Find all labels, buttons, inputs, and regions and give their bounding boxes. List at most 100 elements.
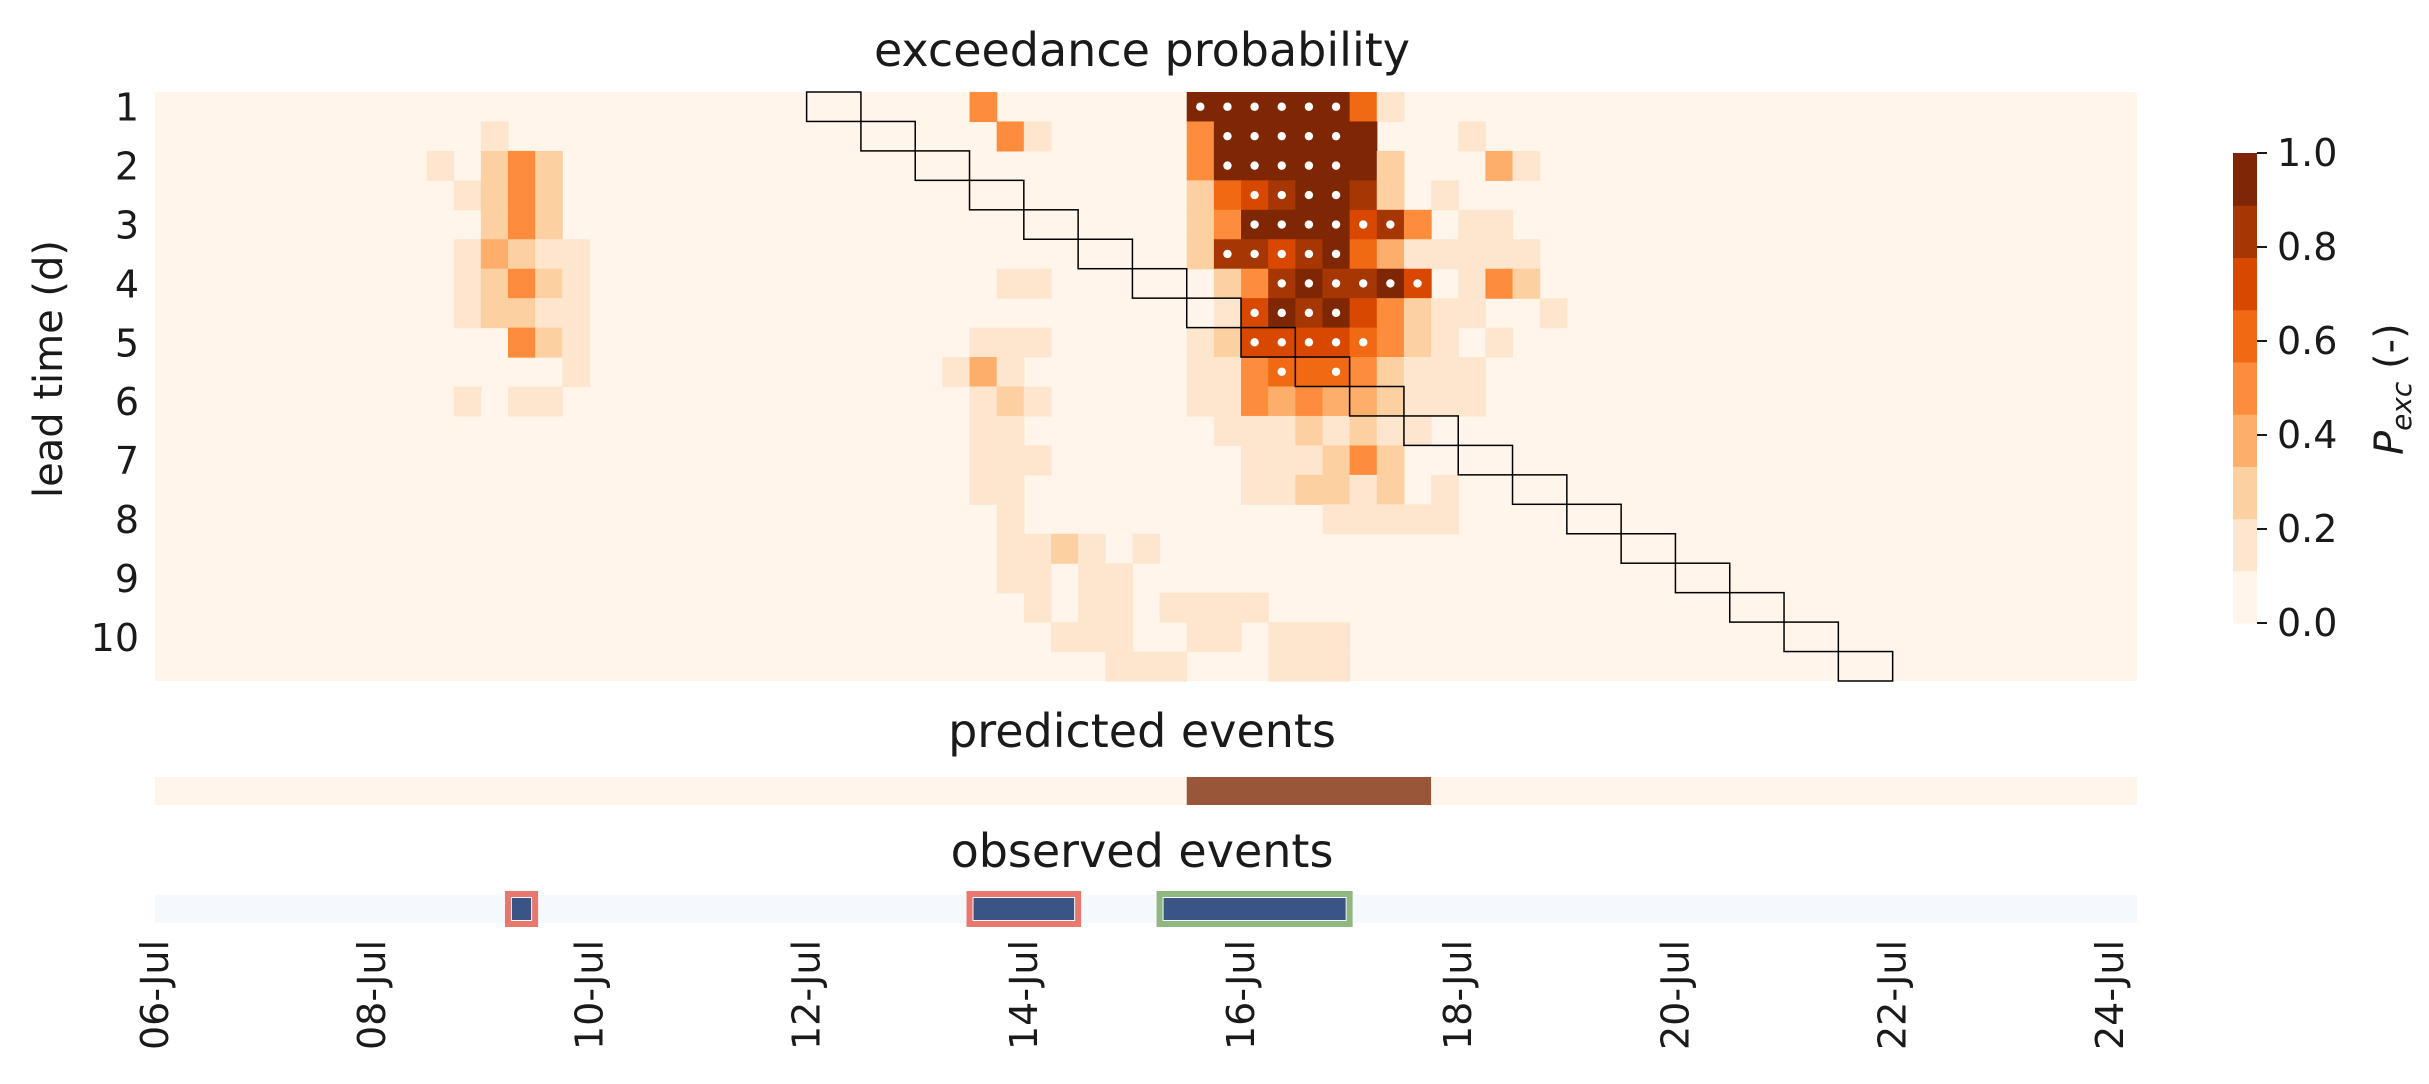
heatmap-cell bbox=[426, 150, 455, 181]
diagonal-outline-cell bbox=[1348, 385, 1405, 417]
exceedance-marker bbox=[1277, 367, 1286, 376]
heatmap-cell bbox=[453, 386, 482, 417]
y-tick-label: 6 bbox=[115, 380, 139, 424]
heatmap-cell bbox=[535, 298, 563, 329]
exceedance-marker bbox=[1304, 338, 1314, 347]
heatmap-cell bbox=[1349, 357, 1378, 388]
exceedance-marker bbox=[1331, 220, 1341, 229]
exceedance-marker bbox=[1277, 190, 1286, 200]
exceedance-marker bbox=[1250, 308, 1259, 318]
exceedance-marker bbox=[1250, 338, 1259, 347]
heatmap-cell bbox=[1186, 592, 1215, 623]
diagonal-outline-cell bbox=[1457, 444, 1514, 476]
heatmap-cell bbox=[969, 357, 998, 388]
heatmap-cell bbox=[1349, 150, 1378, 181]
diagonal-outline-cell bbox=[1023, 209, 1079, 241]
colorbar-tick-label: 0.0 bbox=[2277, 601, 2337, 645]
heatmap-cell bbox=[1105, 622, 1134, 653]
observed-event-outline bbox=[1156, 891, 1353, 927]
observed-event-bar bbox=[511, 898, 532, 920]
y-tick-label: 4 bbox=[115, 262, 139, 306]
colorbar-label: Pexc (-) bbox=[2367, 323, 2418, 455]
x-tick-label: 08-Jul bbox=[350, 940, 394, 1050]
heatmap-cell bbox=[1512, 239, 1541, 270]
heatmap-cell bbox=[1349, 121, 1378, 152]
exceedance-marker bbox=[1196, 102, 1205, 111]
heatmap-cell bbox=[535, 239, 563, 270]
heatmap-cell bbox=[1295, 474, 1324, 505]
heatmap-cell bbox=[1132, 651, 1161, 682]
y-tick-label: 2 bbox=[115, 145, 139, 189]
exceedance-marker bbox=[1223, 131, 1232, 141]
heatmap-cell bbox=[535, 209, 563, 240]
diagonal-outline-cell bbox=[1674, 562, 1731, 594]
heatmap-cell bbox=[1403, 327, 1432, 358]
heatmap-cell bbox=[1431, 327, 1459, 358]
heatmap-cell bbox=[1159, 651, 1188, 682]
heatmap-cell bbox=[1458, 239, 1486, 270]
colorbar-segment bbox=[2233, 414, 2257, 467]
heatmap-cell bbox=[1186, 386, 1215, 417]
heatmap-cell bbox=[1376, 474, 1405, 505]
heatmap-cell bbox=[1485, 268, 1514, 299]
heatmap-cell bbox=[1376, 386, 1405, 417]
colorbar-tick-label: 0.4 bbox=[2277, 413, 2337, 457]
heatmap-cell bbox=[1268, 651, 1296, 682]
heatmap-cell bbox=[507, 386, 536, 417]
diagonal-outline-cell bbox=[1077, 238, 1134, 270]
observed-events-strip bbox=[155, 891, 2137, 927]
heatmap-cell bbox=[1431, 504, 1459, 535]
heatmap-cell bbox=[1376, 150, 1405, 181]
exceedance-marker bbox=[1277, 131, 1286, 141]
heatmap-cell bbox=[1213, 209, 1242, 240]
x-tick-labels: 06-Jul 08-Jul 10-Jul 12-Jul 14-Jul 16-Jul 18-J… bbox=[133, 940, 2132, 1050]
heatmap-cell bbox=[1213, 357, 1242, 388]
heatmap-cell bbox=[1023, 386, 1052, 417]
heatmap-cell bbox=[480, 209, 509, 240]
exceedance-marker bbox=[1304, 190, 1314, 200]
heatmap-cell bbox=[1213, 415, 1242, 446]
heatmap-cell bbox=[453, 268, 482, 299]
heatmap-cell bbox=[480, 180, 509, 211]
diagonal-outline-cell bbox=[860, 120, 916, 152]
heatmap-cell bbox=[1403, 386, 1432, 417]
heatmap-cell bbox=[507, 209, 536, 240]
heatmap-cell bbox=[1023, 327, 1052, 358]
lead-time-tick-labels: 1 2 3 4 5 6 7 8 9 10 bbox=[91, 86, 139, 660]
heatmap-cell bbox=[507, 150, 536, 181]
exceedance-marker bbox=[1331, 308, 1341, 318]
heatmap-cell bbox=[1431, 386, 1459, 417]
heatmap-cell bbox=[1349, 504, 1378, 535]
heatmap-cell bbox=[1349, 180, 1378, 211]
heatmap-cell bbox=[1132, 533, 1161, 564]
exceedance-markers bbox=[1196, 102, 1422, 376]
heatmap-cell bbox=[996, 504, 1025, 535]
heatmap-cell bbox=[535, 386, 563, 417]
x-tick-label: 10-Jul bbox=[567, 940, 611, 1050]
heatmap-cell bbox=[1458, 209, 1486, 240]
heatmap-cell bbox=[562, 268, 591, 299]
heatmap-cell bbox=[1186, 209, 1215, 240]
exceedance-marker bbox=[1331, 279, 1341, 288]
heatmap-cell bbox=[996, 415, 1025, 446]
heatmap-cell bbox=[1376, 504, 1405, 535]
x-tick-label: 22-Jul bbox=[1871, 940, 1915, 1050]
heatmap-cell bbox=[1213, 327, 1242, 358]
exceedance-marker bbox=[1331, 102, 1341, 111]
heatmap-cell bbox=[1349, 298, 1378, 329]
heatmap-cell bbox=[942, 357, 971, 388]
heatmap-cell bbox=[480, 239, 509, 270]
heatmap-cell bbox=[1431, 298, 1459, 329]
heatmap-cell bbox=[562, 327, 591, 358]
diagonal-outline-cell bbox=[1185, 297, 1242, 329]
heatmap-cell bbox=[1023, 533, 1052, 564]
exceedance-marker bbox=[1277, 220, 1286, 229]
colorbar-segment bbox=[2233, 257, 2257, 311]
observed-event-bar bbox=[1163, 898, 1346, 920]
heatmap-cell bbox=[1241, 415, 1269, 446]
heatmap-cell bbox=[507, 327, 536, 358]
exceedance-marker bbox=[1413, 279, 1422, 288]
heatmap-cell bbox=[480, 150, 509, 181]
heatmap-cell bbox=[1186, 622, 1215, 653]
heatmap-cell bbox=[1349, 92, 1378, 123]
